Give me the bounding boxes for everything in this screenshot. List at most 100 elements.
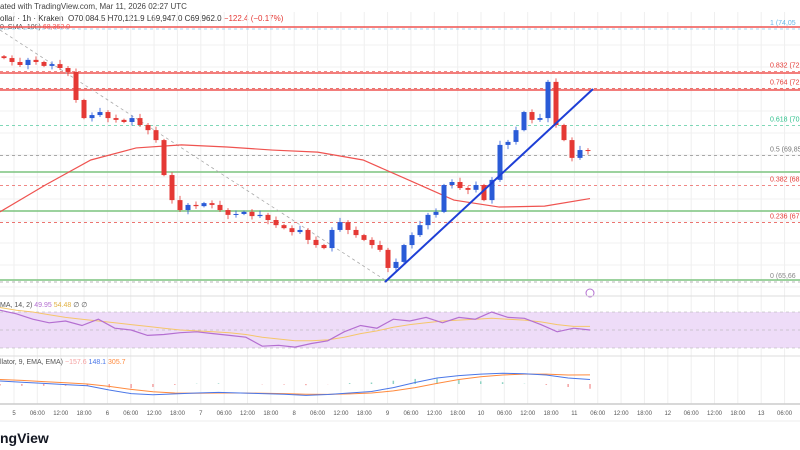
- candle: [153, 126, 159, 143]
- time-tick-label: 06:00: [123, 411, 139, 417]
- candle: [81, 98, 87, 120]
- candle-body: [89, 115, 95, 119]
- candle: [441, 183, 447, 214]
- time-tick-label: 13: [758, 411, 765, 417]
- candle-body: [241, 211, 247, 214]
- candle: [569, 137, 575, 162]
- candle-body: [425, 214, 431, 226]
- time-tick-label: 10: [478, 411, 485, 417]
- time-tick-label: 06:00: [497, 411, 513, 417]
- fib-level-label: 1 (74,05: [770, 20, 796, 27]
- candle: [393, 258, 399, 271]
- candle: [305, 227, 311, 245]
- candle-body: [9, 58, 15, 62]
- time-tick-label: 5: [12, 411, 16, 417]
- candle-body: [401, 245, 407, 262]
- fib-level-label: 0.764 (72,07: [770, 80, 800, 87]
- candle-body: [129, 118, 135, 122]
- time-tick-label: 12:00: [53, 411, 69, 417]
- candle-body: [417, 225, 423, 236]
- candle: [169, 172, 175, 204]
- candle-body: [153, 130, 159, 141]
- candle: [113, 114, 119, 123]
- candle: [225, 208, 231, 220]
- candle-body: [465, 188, 471, 190]
- time-tick-label: 18:00: [637, 411, 653, 417]
- candle-body: [313, 239, 319, 246]
- candle: [265, 212, 271, 225]
- macd-signal-line: [0, 373, 591, 395]
- candle-body: [185, 204, 191, 211]
- candle-body: [441, 185, 447, 212]
- candle-body: [457, 182, 463, 189]
- rsi-line: [0, 309, 591, 348]
- candle: [337, 217, 343, 232]
- candle-body: [57, 64, 63, 69]
- candle-body: [97, 112, 103, 116]
- candle: [297, 225, 303, 235]
- event-marker-icon: [585, 288, 595, 298]
- low-value: L69,947.0: [146, 14, 183, 23]
- candle-body: [105, 112, 111, 119]
- time-tick-label: 12: [664, 411, 671, 417]
- candle: [233, 210, 239, 218]
- macd-legend[interactable]: llator, 9, EMA, EMA) −157.6 148.1 305.7: [0, 359, 126, 366]
- candle-body: [161, 140, 167, 176]
- candle-body: [177, 200, 183, 211]
- candle-body: [385, 249, 391, 268]
- time-tick-label: 12:00: [147, 411, 163, 417]
- publish-info: ated with TradingView.com, Mar 11, 2026 …: [0, 2, 187, 11]
- candle: [369, 237, 375, 249]
- candle-body: [233, 213, 239, 215]
- candle: [209, 200, 215, 209]
- candle-body: [193, 204, 199, 207]
- candle-body: [361, 235, 367, 240]
- candle: [409, 232, 415, 249]
- candle-body: [1, 56, 7, 59]
- candle-body: [513, 130, 519, 142]
- candle-body: [81, 99, 87, 119]
- time-tick-label: 7: [199, 411, 203, 417]
- rsi-legend[interactable]: MA, 14, 2) 49.95 54.48 ∅ ∅: [0, 301, 87, 309]
- candle: [41, 60, 47, 68]
- candle-body: [529, 112, 535, 120]
- candle-body: [433, 211, 439, 215]
- candle-body: [353, 229, 359, 236]
- candle-body: [473, 185, 479, 190]
- time-tick-label: 8: [293, 411, 297, 417]
- candle: [329, 227, 335, 252]
- candle-body: [377, 245, 383, 250]
- candle: [313, 236, 319, 248]
- candle: [577, 145, 583, 160]
- fib-level-label: 0.832 (72,64: [770, 63, 800, 70]
- macd-hist-value: −157.6: [64, 359, 87, 366]
- candle: [545, 79, 551, 123]
- candle: [73, 68, 79, 103]
- candle-body: [273, 220, 279, 226]
- open-value: O70,084.5: [68, 14, 106, 23]
- macd-value: 148.1: [88, 359, 107, 366]
- candle-body: [257, 214, 263, 217]
- candle-body: [577, 150, 583, 158]
- candle-body: [569, 140, 575, 158]
- time-tick-label: 06:00: [217, 411, 233, 417]
- tradingview-logo[interactable]: ngView: [0, 430, 49, 446]
- symbol-name[interactable]: ollar · 1h · Kraken: [0, 14, 64, 23]
- candle: [585, 148, 591, 155]
- fib-level-label: 0 (65,66: [770, 273, 796, 280]
- time-tick-label: 6: [106, 411, 110, 417]
- candle-body: [73, 71, 79, 100]
- candle: [505, 139, 511, 150]
- time-tick-label: 12:00: [614, 411, 630, 417]
- time-tick-label: 12:00: [333, 411, 349, 417]
- candle: [529, 109, 535, 124]
- candle: [289, 225, 295, 236]
- candle-body: [481, 185, 487, 201]
- close-value: C69,962.0: [184, 14, 222, 23]
- candle-body: [329, 229, 335, 249]
- time-tick-label: 06:00: [684, 411, 700, 417]
- candle-body: [345, 222, 351, 230]
- fib-level-label: 0.5 (69,85: [770, 147, 800, 154]
- candle: [361, 233, 367, 242]
